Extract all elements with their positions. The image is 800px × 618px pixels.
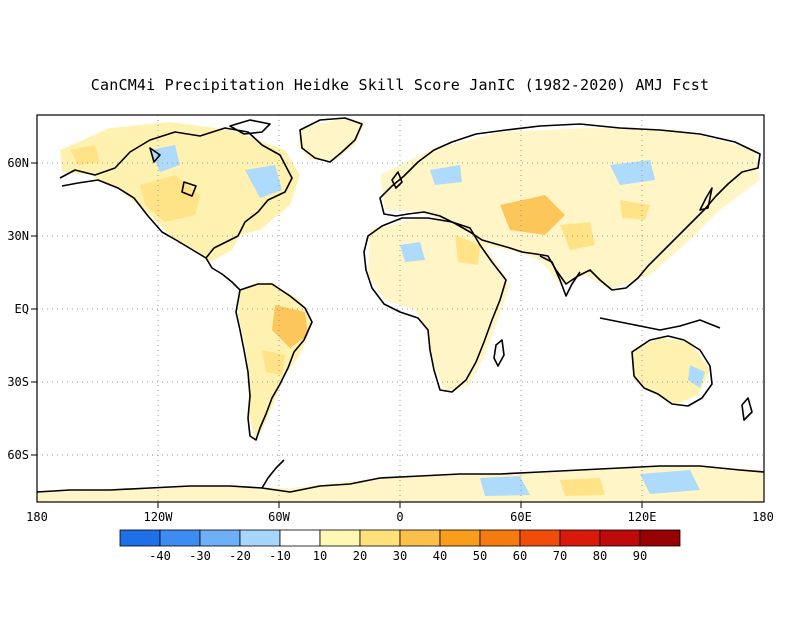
lon-label-60e: 60E <box>510 510 532 524</box>
colorbar-box <box>439 529 481 547</box>
colorbar-tick-label: -40 <box>149 549 171 563</box>
colorbar-tick-label: 30 <box>393 549 407 563</box>
coast-eurasia <box>379 123 761 291</box>
coast-north-america <box>59 127 293 259</box>
latitude-labels: 60N 30N EQ 30S 60S <box>7 156 29 462</box>
colorbar: -40 -30 -20 -10 10 20 30 40 50 60 70 80 90 <box>119 529 681 563</box>
colorbar-box <box>319 529 361 547</box>
coast-arctic-islands <box>229 119 271 135</box>
colorbar-tick-label: -10 <box>269 549 291 563</box>
lon-label-120e: 120E <box>628 510 657 524</box>
lat-label-eq: EQ <box>15 302 29 316</box>
lat-label-30n: 30N <box>7 229 29 243</box>
map-title: CanCM4i Precipitation Heidke Skill Score… <box>90 76 710 94</box>
coast-antarctic-peninsula <box>261 459 285 489</box>
gridlines <box>37 115 764 502</box>
colorbar-tick-label: 50 <box>473 549 487 563</box>
coast-madagascar <box>493 339 505 367</box>
colorbar-box <box>479 529 521 547</box>
coast-greenland <box>299 117 363 163</box>
colorbar-box <box>639 529 681 547</box>
lat-label-60s: 60S <box>7 448 29 462</box>
colorbar-box <box>159 529 201 547</box>
colorbar-box <box>279 529 321 547</box>
colorbar-box <box>119 529 161 547</box>
coast-antarctica <box>37 465 764 493</box>
axis-ticks <box>31 162 643 508</box>
colorbar-box <box>599 529 641 547</box>
lon-label-60w: 60W <box>268 510 290 524</box>
map-layers <box>37 115 764 502</box>
colorbar-tick-label: -30 <box>189 549 211 563</box>
colorbar-box <box>519 529 561 547</box>
colorbar-tick-label: -20 <box>229 549 251 563</box>
shade-australia <box>632 338 710 405</box>
longitude-labels: 180 120W 60W 0 60E 120E 180 <box>26 510 774 524</box>
colorbar-box <box>359 529 401 547</box>
colorbar-tick-label: 10 <box>313 549 327 563</box>
colorbar-tick-label: 80 <box>593 549 607 563</box>
coast-central-america <box>205 257 241 291</box>
colorbar-tick-label: 20 <box>353 549 367 563</box>
lon-label-0: 0 <box>396 510 403 524</box>
lon-label-180w: 180 <box>26 510 48 524</box>
coast-australia <box>631 335 713 407</box>
colorbar-tick-label: 60 <box>513 549 527 563</box>
colorbar-tick-label: 90 <box>633 549 647 563</box>
coastlines <box>37 117 764 493</box>
coast-japan <box>699 187 713 211</box>
coast-indonesia <box>599 317 721 331</box>
coast-india <box>539 255 581 297</box>
coast-south-america <box>235 283 313 441</box>
lat-label-60n: 60N <box>7 156 29 170</box>
coast-new-zealand <box>741 397 753 421</box>
lat-label-30s: 30S <box>7 375 29 389</box>
colorbar-box <box>239 529 281 547</box>
lon-label-120w: 120W <box>144 510 174 524</box>
colorbar-box <box>199 529 241 547</box>
shade-greenland <box>298 118 365 160</box>
colorbar-box <box>399 529 441 547</box>
lon-label-180e: 180 <box>752 510 774 524</box>
colorbar-box <box>559 529 601 547</box>
colorbar-tick-label: 70 <box>553 549 567 563</box>
colorbar-tick-label: 40 <box>433 549 447 563</box>
coast-uk <box>391 171 403 189</box>
